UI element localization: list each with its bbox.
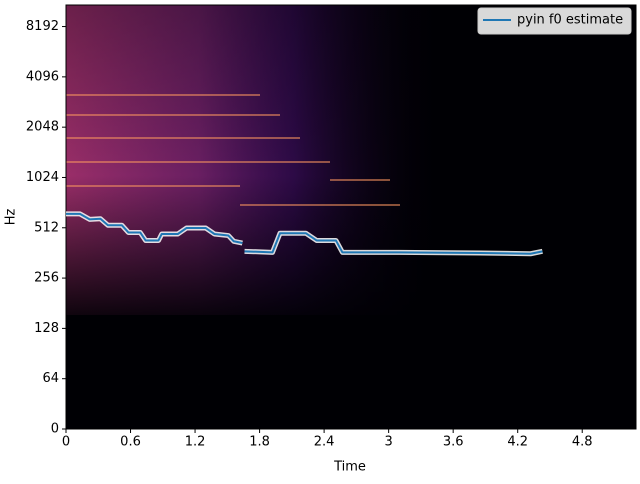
legend: pyin f0 estimate bbox=[477, 7, 632, 35]
y-tick-label: 128 bbox=[34, 321, 59, 336]
x-tick-label: 0.6 bbox=[120, 435, 141, 450]
y-tick-label: 64 bbox=[42, 371, 59, 386]
spectrogram bbox=[66, 5, 636, 429]
x-tick-label: 2.4 bbox=[314, 435, 335, 450]
x-tick-label: 4.8 bbox=[572, 435, 593, 450]
y-tick-label: 2048 bbox=[26, 120, 59, 135]
y-tick-label: 256 bbox=[34, 271, 59, 286]
x-tick-label: 0 bbox=[62, 435, 70, 450]
x-axis-label: Time bbox=[333, 460, 366, 475]
y-tick-label: 8192 bbox=[26, 19, 59, 34]
y-tick-label: 1024 bbox=[26, 170, 59, 185]
x-tick-label: 1.2 bbox=[185, 435, 206, 450]
x-tick-label: 3 bbox=[385, 435, 393, 450]
y-tick-label: 4096 bbox=[26, 69, 59, 84]
x-tick-label: 4.2 bbox=[507, 435, 528, 450]
y-tick-label: 0 bbox=[51, 422, 59, 437]
x-tick-label: 1.8 bbox=[249, 435, 270, 450]
legend-label: pyin f0 estimate bbox=[517, 13, 623, 28]
y-tick-label: 512 bbox=[34, 220, 59, 235]
y-axis-label: Hz bbox=[4, 209, 19, 226]
x-tick-label: 3.6 bbox=[443, 435, 464, 450]
line bbox=[66, 212, 543, 255]
axes-frame bbox=[65, 4, 637, 430]
